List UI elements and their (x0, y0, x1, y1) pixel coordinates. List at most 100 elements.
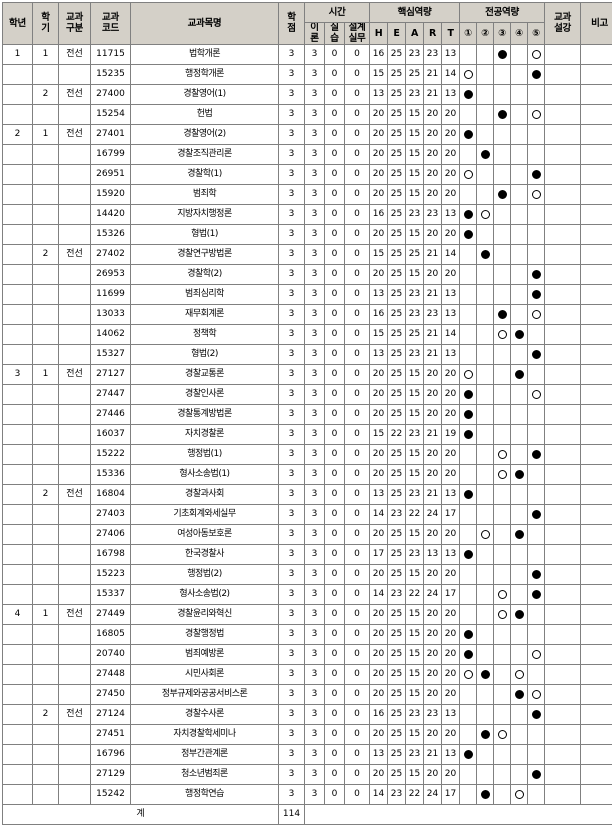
filled-circle-icon (464, 410, 473, 419)
cell-design: 0 (345, 265, 370, 285)
cell-note (581, 365, 612, 385)
cell-subject-type (59, 725, 91, 745)
header-hours-group: 시간 (305, 3, 370, 23)
cell-major-4 (511, 385, 528, 405)
cell-course-open (545, 605, 581, 625)
cell-semester (33, 785, 59, 805)
cell-major-2 (477, 465, 494, 485)
cell-course-open (545, 325, 581, 345)
cell-core-r: 23 (424, 705, 442, 725)
cell-subject-type (59, 525, 91, 545)
cell-core-e: 25 (388, 385, 406, 405)
cell-major-1 (460, 525, 477, 545)
cell-semester (33, 725, 59, 745)
cell-theory: 3 (305, 65, 325, 85)
cell-major-3 (494, 765, 511, 785)
cell-theory: 3 (305, 145, 325, 165)
cell-major-1 (460, 105, 477, 125)
cell-core-t: 20 (442, 385, 460, 405)
cell-core-t: 20 (442, 185, 460, 205)
cell-major-2 (477, 245, 494, 265)
cell-major-5 (528, 585, 545, 605)
cell-core-t: 17 (442, 785, 460, 805)
cell-year (3, 225, 33, 245)
cell-major-1 (460, 245, 477, 265)
cell-credit: 3 (279, 705, 305, 725)
cell-subject-code: 15327 (91, 345, 131, 365)
cell-credit: 3 (279, 285, 305, 305)
cell-practice: 0 (325, 465, 345, 485)
cell-core-e: 25 (388, 245, 406, 265)
cell-note (581, 205, 612, 225)
cell-subject-code: 14420 (91, 205, 131, 225)
cell-major-4 (511, 205, 528, 225)
cell-major-3 (494, 105, 511, 125)
cell-core-a: 15 (406, 685, 424, 705)
cell-major-2 (477, 365, 494, 385)
cell-core-a: 15 (406, 165, 424, 185)
cell-major-4 (511, 585, 528, 605)
cell-subject-name: 경찰인사론 (131, 385, 279, 405)
cell-major-5 (528, 605, 545, 625)
cell-core-r: 20 (424, 105, 442, 125)
cell-core-a: 23 (406, 345, 424, 365)
header-core-competency-group: 핵심역량 (370, 3, 460, 23)
cell-credit: 3 (279, 225, 305, 245)
cell-course-open (545, 225, 581, 245)
cell-note (581, 525, 612, 545)
cell-course-open (545, 445, 581, 465)
cell-core-h: 14 (370, 785, 388, 805)
cell-practice: 0 (325, 605, 345, 625)
cell-theory: 3 (305, 565, 325, 585)
cell-design: 0 (345, 585, 370, 605)
cell-subject-type (59, 225, 91, 245)
cell-design: 0 (345, 565, 370, 585)
cell-core-h: 13 (370, 345, 388, 365)
cell-core-r: 20 (424, 645, 442, 665)
cell-theory: 3 (305, 225, 325, 245)
cell-practice: 0 (325, 145, 345, 165)
cell-theory: 3 (305, 125, 325, 145)
cell-subject-name: 청소년범죄론 (131, 765, 279, 785)
cell-theory: 3 (305, 685, 325, 705)
